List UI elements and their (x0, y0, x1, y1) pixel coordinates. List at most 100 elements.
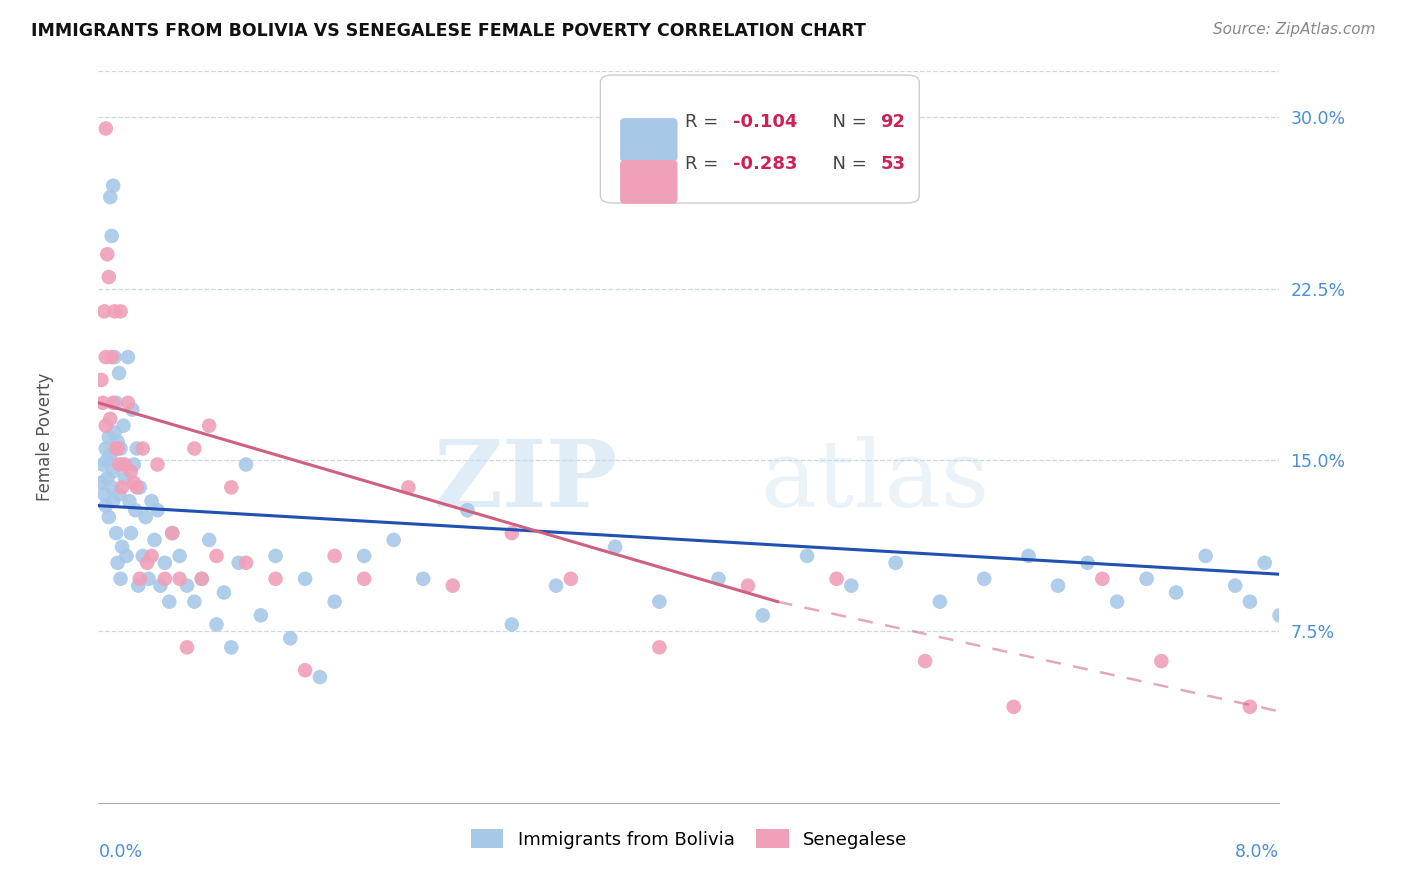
Text: R =: R = (685, 113, 724, 131)
FancyBboxPatch shape (600, 75, 920, 203)
Text: N =: N = (821, 155, 873, 173)
Text: -0.283: -0.283 (733, 155, 797, 173)
Point (169, 572, 191, 586)
Point (98, 190, 121, 204)
Point (108, 366, 131, 380)
Point (90, 373, 112, 387)
Point (120, 464, 142, 478)
Point (1225, 579, 1247, 593)
Legend: Immigrants from Bolivia, Senegalese: Immigrants from Bolivia, Senegalese (464, 822, 914, 856)
Point (198, 533, 221, 547)
Point (132, 442, 155, 456)
Point (94, 121, 117, 136)
Text: atlas: atlas (759, 436, 988, 526)
Point (441, 579, 464, 593)
Point (117, 350, 139, 364)
Point (97, 270, 120, 285)
Point (157, 595, 180, 609)
Point (1091, 572, 1114, 586)
Point (294, 572, 316, 586)
Point (105, 442, 128, 456)
Point (1107, 595, 1129, 609)
Point (353, 549, 375, 563)
Point (398, 480, 420, 494)
Point (1166, 585, 1188, 599)
Point (648, 595, 671, 609)
Point (114, 471, 136, 485)
Point (93, 487, 115, 501)
Point (228, 556, 250, 570)
Point (118, 494, 141, 508)
Point (235, 556, 257, 570)
Point (100, 480, 122, 494)
Point (1018, 549, 1040, 563)
Point (221, 480, 243, 494)
Point (110, 572, 132, 586)
Point (110, 304, 132, 318)
Point (1136, 572, 1159, 586)
Text: 8.0%: 8.0% (1236, 843, 1279, 861)
Point (138, 572, 160, 586)
Point (122, 475, 145, 490)
Text: 53: 53 (880, 155, 905, 173)
Text: Female Poverty: Female Poverty (37, 373, 55, 501)
Point (121, 402, 143, 417)
Point (412, 572, 434, 586)
Point (309, 670, 332, 684)
Point (122, 458, 145, 472)
Point (382, 533, 405, 547)
Point (127, 579, 149, 593)
Point (1254, 556, 1277, 570)
Point (114, 458, 136, 472)
Point (153, 572, 176, 586)
Point (191, 572, 214, 586)
FancyBboxPatch shape (620, 119, 678, 161)
Text: ZIP: ZIP (434, 436, 619, 526)
Point (323, 595, 346, 609)
Point (752, 608, 775, 623)
Point (162, 526, 183, 541)
Text: R =: R = (685, 155, 724, 173)
Point (107, 434, 129, 449)
Point (183, 442, 205, 456)
Point (125, 480, 148, 494)
Point (136, 556, 159, 570)
Point (1239, 595, 1261, 609)
Point (146, 458, 169, 472)
Point (91, 396, 114, 410)
Point (191, 572, 214, 586)
Point (103, 494, 125, 508)
Point (1077, 556, 1099, 570)
Point (841, 579, 863, 593)
FancyBboxPatch shape (620, 161, 678, 203)
Point (198, 418, 221, 433)
Point (111, 458, 134, 472)
Text: -0.104: -0.104 (733, 113, 797, 131)
Point (1195, 549, 1218, 563)
Point (1002, 699, 1025, 714)
Point (280, 632, 302, 646)
Point (648, 640, 671, 655)
Point (91, 458, 114, 472)
Point (94, 499, 117, 513)
Point (98, 412, 121, 426)
Point (153, 556, 176, 570)
Point (97, 430, 120, 444)
Point (96, 247, 118, 261)
Point (98, 449, 121, 463)
Point (141, 494, 163, 508)
Point (100, 350, 122, 364)
Point (560, 572, 582, 586)
Point (250, 608, 273, 623)
Point (264, 549, 287, 563)
Text: Source: ZipAtlas.com: Source: ZipAtlas.com (1212, 22, 1375, 37)
Point (501, 526, 523, 541)
Point (169, 549, 191, 563)
Point (914, 654, 936, 668)
Point (1150, 654, 1173, 668)
Point (97, 510, 120, 524)
Point (110, 442, 132, 456)
Point (120, 526, 142, 541)
Point (1268, 608, 1291, 623)
Point (104, 304, 127, 318)
